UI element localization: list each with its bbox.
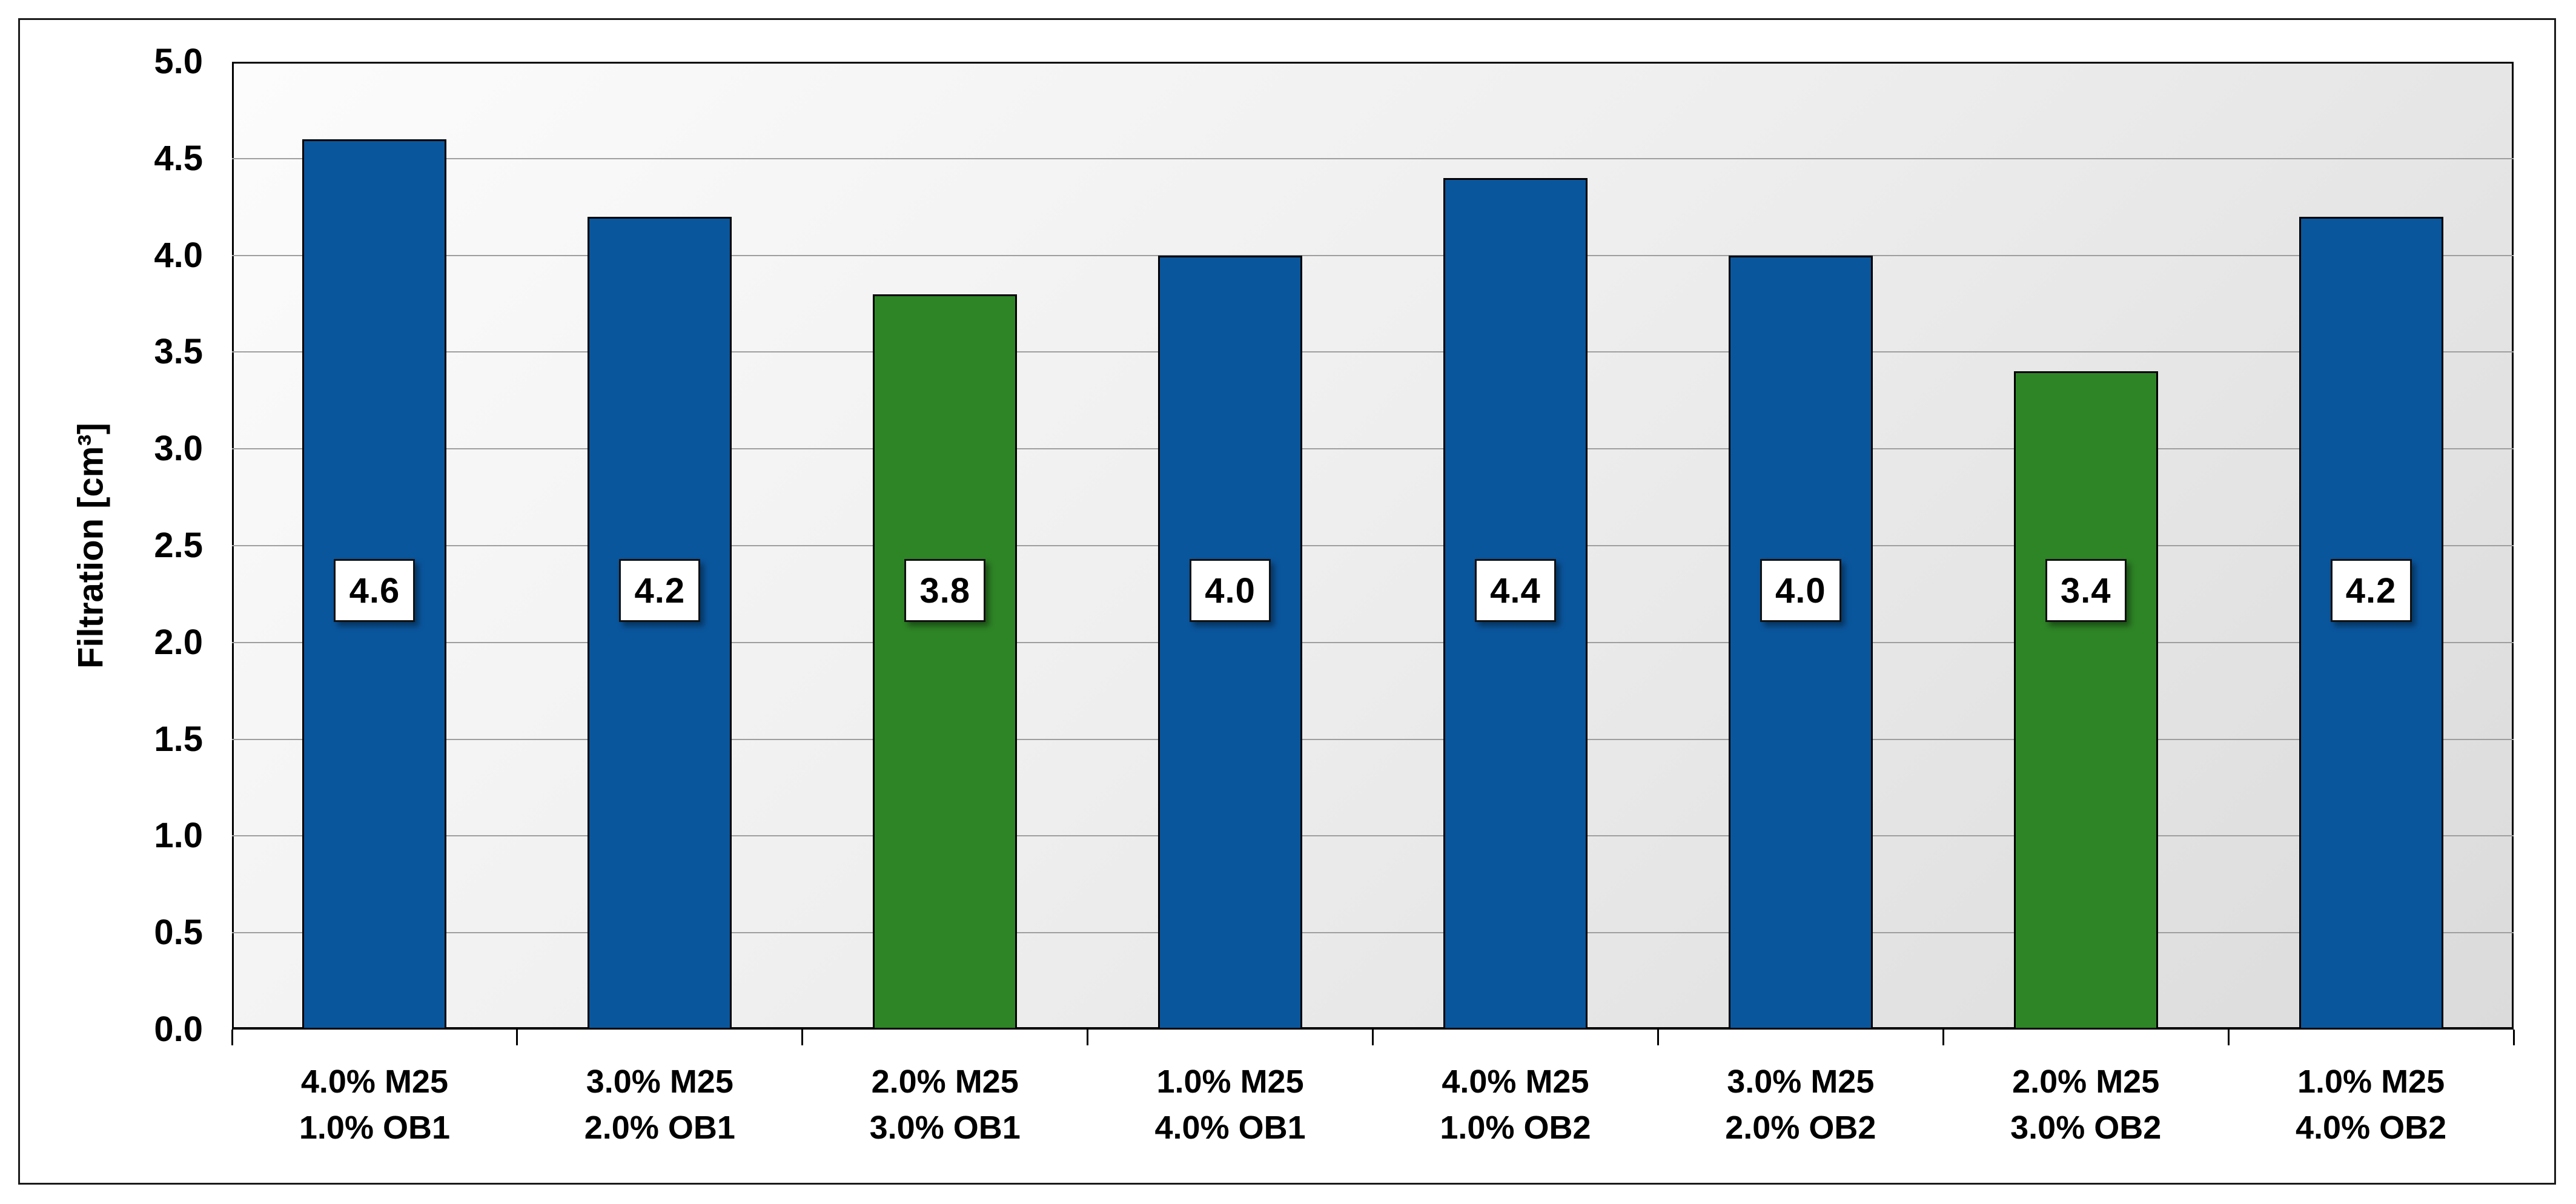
y-axis-title: Filtration [cm³] bbox=[71, 423, 111, 669]
plot-area bbox=[232, 62, 2514, 1030]
